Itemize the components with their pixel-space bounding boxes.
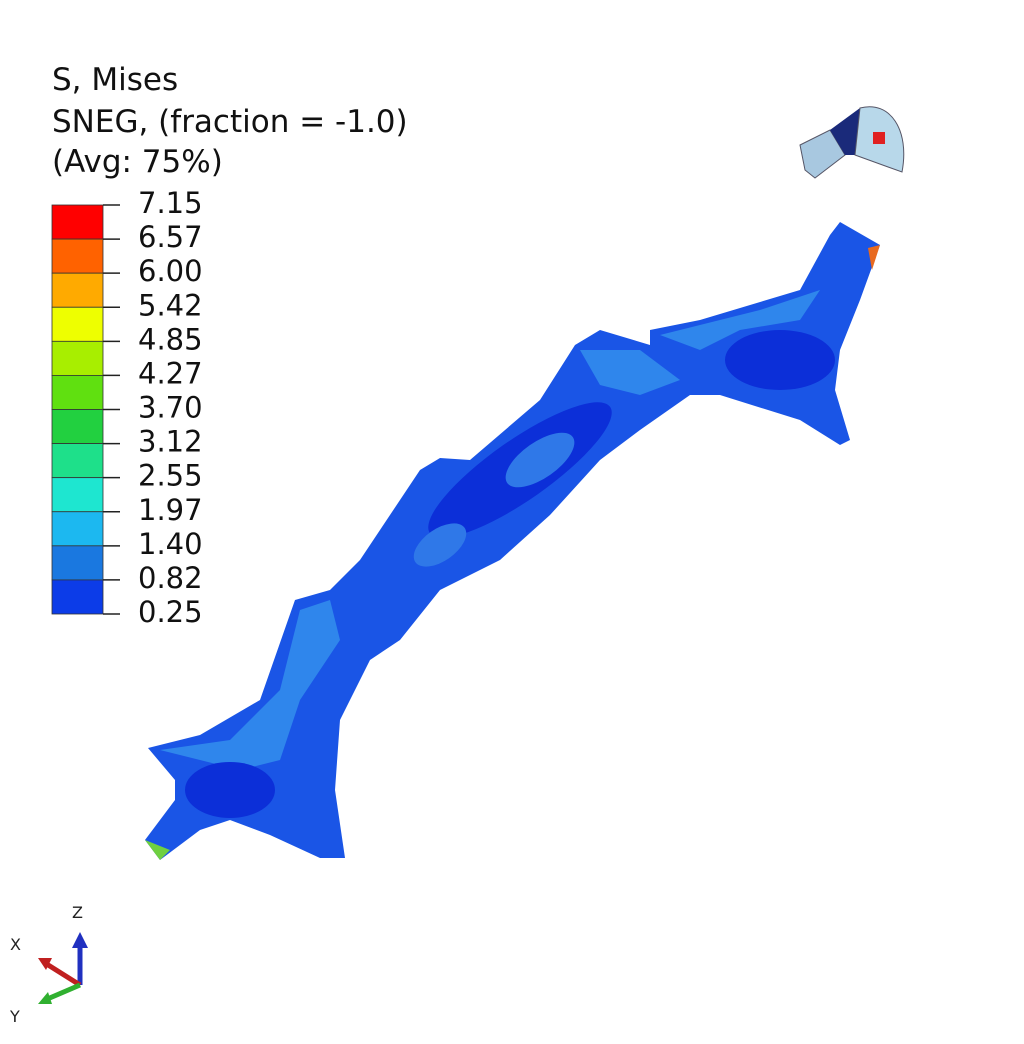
legend-band <box>51 477 104 513</box>
model-light-zone <box>660 290 820 350</box>
legend-label: 1.40 <box>138 527 203 561</box>
axis-label: X <box>10 935 21 954</box>
model-hot-spot <box>868 245 880 270</box>
model <box>145 222 880 860</box>
legend-band <box>51 511 104 547</box>
legend-label: 6.57 <box>138 220 203 254</box>
legend-band <box>51 443 104 479</box>
model-light-zone <box>413 523 467 567</box>
legend-label: 0.82 <box>138 561 203 595</box>
legend-title: S, Mises SNEG, (fraction = -1.0) (Avg: 7… <box>52 62 408 180</box>
legend-band <box>51 409 104 444</box>
axis-triad: Z X Y <box>9 903 88 1026</box>
legend-band <box>51 204 104 240</box>
legend-band <box>51 545 104 581</box>
axis-label: Z <box>72 903 83 922</box>
model-light-zone <box>160 600 340 770</box>
model-light-zone <box>580 350 680 395</box>
model-dark-zone <box>725 330 835 390</box>
legend-band <box>51 579 104 615</box>
model-hot-spot <box>145 840 170 860</box>
legend-title-line: SNEG, (fraction = -1.0) <box>52 104 408 140</box>
legend-label: 7.15 <box>138 186 203 220</box>
legend-band <box>51 272 104 308</box>
legend-label: 3.70 <box>138 391 203 425</box>
legend-band <box>51 340 104 376</box>
axis-label: Y <box>9 1007 20 1026</box>
legend-label: 5.42 <box>138 288 203 322</box>
legend: 7.156.576.005.424.854.273.703.122.551.97… <box>51 186 203 629</box>
model-body <box>145 222 880 860</box>
model-light-zone <box>505 432 575 488</box>
legend-label: 1.97 <box>138 493 203 527</box>
legend-band <box>51 306 104 342</box>
legend-label: 3.12 <box>138 425 203 459</box>
legend-band <box>51 375 104 410</box>
legend-title-line: S, Mises <box>52 62 178 98</box>
legend-label: 2.55 <box>138 459 203 493</box>
legend-label: 4.85 <box>138 322 203 356</box>
legend-band <box>51 238 104 274</box>
legend-title-line: (Avg: 75%) <box>52 144 223 180</box>
view-cube <box>799 106 905 179</box>
model-dark-zone <box>185 762 275 818</box>
legend-label: 4.27 <box>138 356 203 390</box>
legend-label: 6.00 <box>138 254 203 288</box>
legend-label: 0.25 <box>138 595 203 629</box>
